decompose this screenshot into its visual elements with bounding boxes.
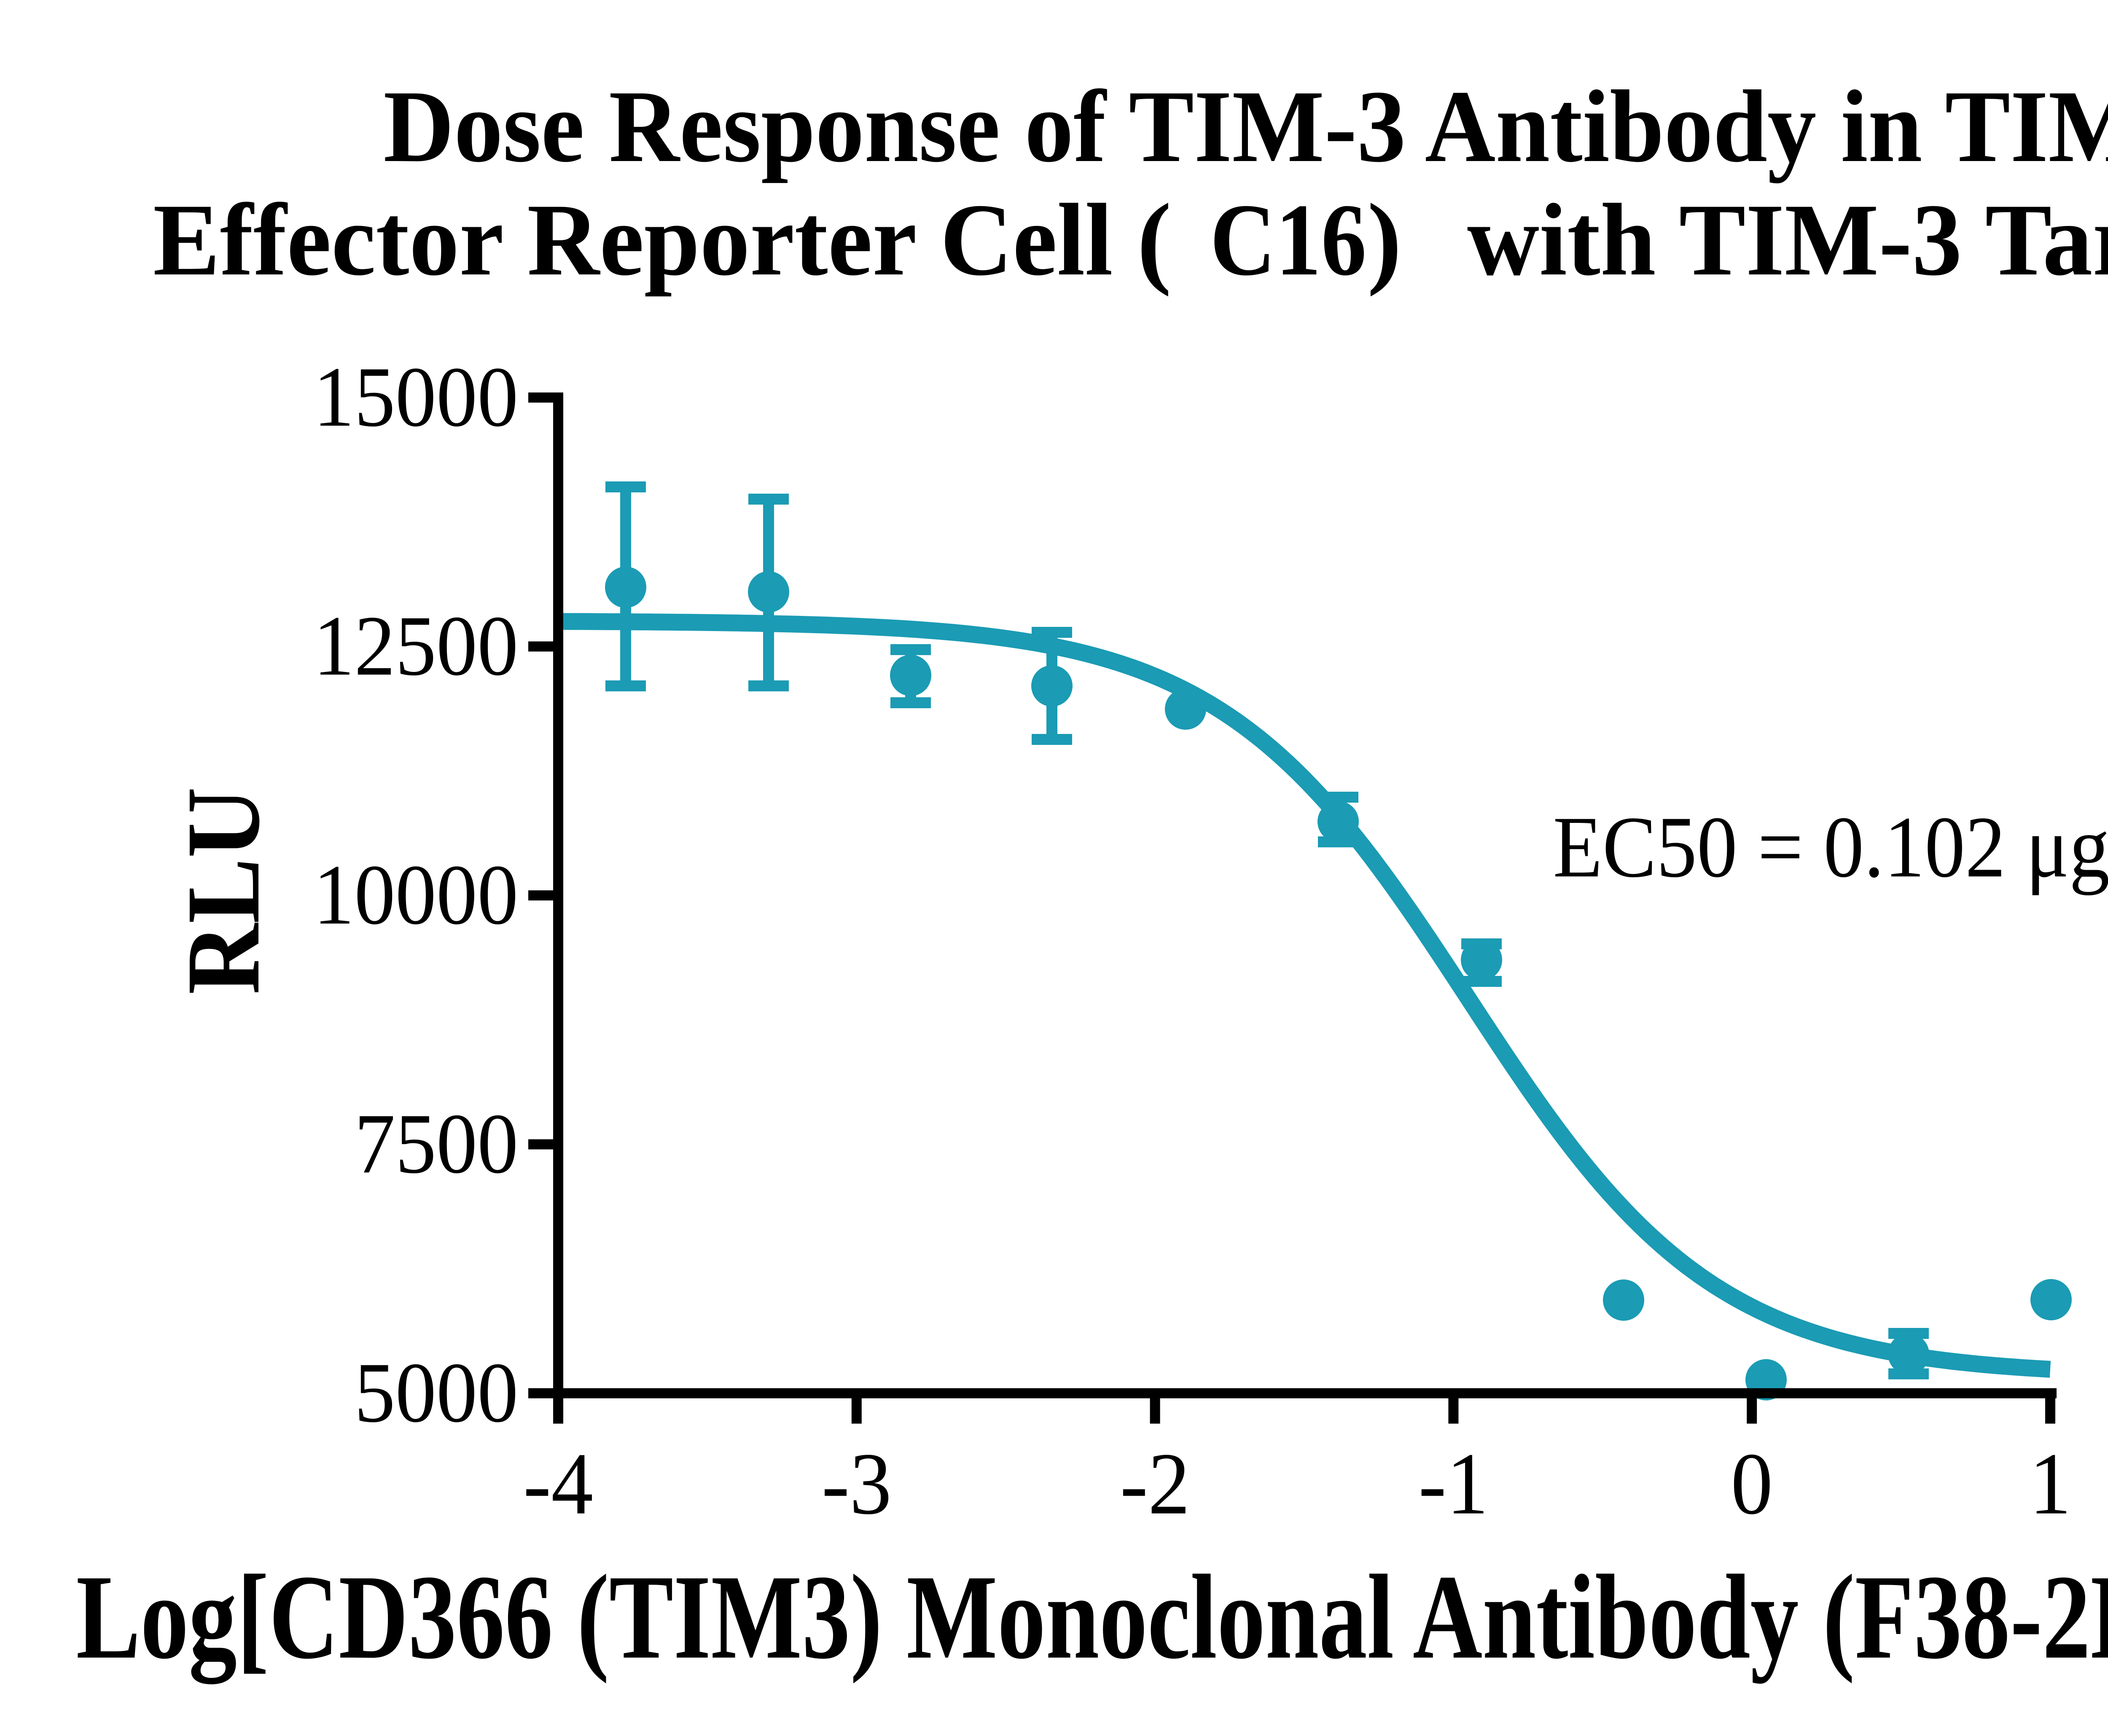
- svg-text:10000: 10000: [313, 847, 518, 943]
- svg-text:Effector Reporter Cell: Effector Reporter Cell: [153, 183, 1113, 297]
- svg-text:-3: -3: [822, 1435, 892, 1533]
- svg-text:Dose Response of TIM-3 Antibod: Dose Response of TIM-3 Antibody in TIM-3: [383, 69, 2108, 183]
- svg-text:Log[CD366 (TIM3) Monoclonal An: Log[CD366 (TIM3) Monoclonal Antibody (F3…: [76, 1551, 2108, 1686]
- svg-text:7500: 7500: [354, 1096, 518, 1191]
- svg-text:with TIM-3 Target Cell: with TIM-3 Target Cell: [1467, 183, 2108, 297]
- svg-text:): ): [1367, 183, 1402, 297]
- svg-text:EC50 = 0.102 μg/ml: EC50 = 0.102 μg/ml: [1553, 799, 2108, 896]
- svg-text:5000: 5000: [354, 1345, 518, 1440]
- svg-text:-2: -2: [1120, 1435, 1190, 1533]
- svg-text:15000: 15000: [313, 349, 518, 445]
- svg-text:RLU: RLU: [165, 787, 282, 994]
- svg-text:-4: -4: [523, 1435, 593, 1533]
- svg-text:12500: 12500: [313, 598, 518, 693]
- svg-text:0: 0: [1731, 1435, 1773, 1533]
- svg-text:1: 1: [2029, 1435, 2071, 1533]
- svg-text:C16: C16: [1210, 182, 1366, 297]
- svg-text:-1: -1: [1418, 1435, 1488, 1533]
- svg-text:(: (: [1137, 183, 1172, 297]
